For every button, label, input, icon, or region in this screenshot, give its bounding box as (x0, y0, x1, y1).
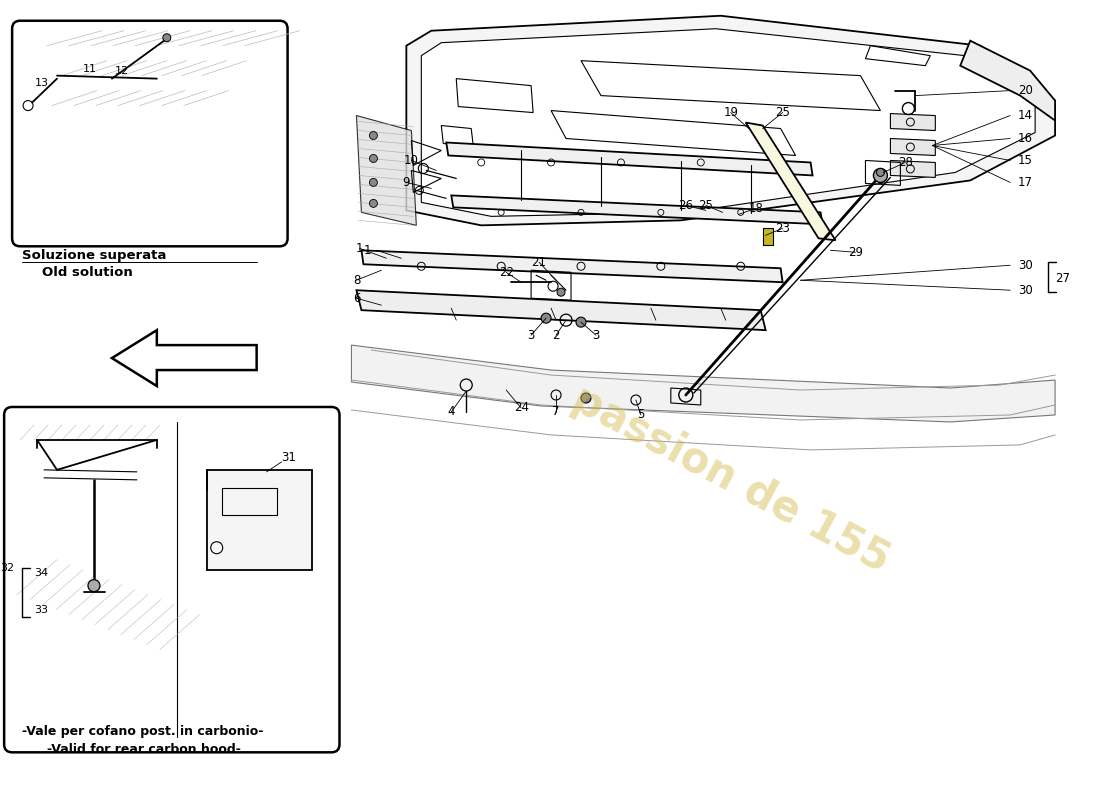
Polygon shape (406, 16, 1055, 226)
Text: 9: 9 (403, 176, 410, 189)
Circle shape (370, 178, 377, 186)
Polygon shape (451, 195, 823, 224)
Circle shape (541, 313, 551, 323)
Polygon shape (356, 290, 766, 330)
Text: Soluzione superata: Soluzione superata (22, 249, 166, 262)
Polygon shape (421, 29, 1035, 216)
Text: 20: 20 (1019, 84, 1033, 97)
Text: 27: 27 (1055, 272, 1070, 285)
Circle shape (576, 317, 586, 327)
Text: 23: 23 (776, 222, 790, 235)
Text: passion de 155: passion de 155 (564, 378, 896, 582)
Text: 3: 3 (592, 329, 600, 342)
Text: 33: 33 (34, 605, 48, 614)
FancyBboxPatch shape (4, 407, 340, 752)
FancyBboxPatch shape (12, 21, 287, 246)
Text: 5: 5 (637, 409, 645, 422)
Text: 17: 17 (1019, 176, 1033, 189)
Circle shape (370, 131, 377, 139)
Polygon shape (762, 228, 772, 246)
Polygon shape (890, 161, 935, 178)
Circle shape (163, 34, 170, 42)
Circle shape (873, 169, 888, 182)
Text: 13: 13 (35, 78, 50, 88)
Text: 18: 18 (748, 202, 763, 215)
Polygon shape (890, 114, 935, 130)
Text: 14: 14 (1019, 109, 1033, 122)
Circle shape (370, 199, 377, 207)
Text: 16: 16 (1019, 132, 1033, 145)
Text: 28: 28 (898, 156, 913, 169)
Text: 4: 4 (448, 406, 455, 418)
Text: 1: 1 (363, 244, 371, 257)
Text: -Vale per cofano post. in carbonio-: -Vale per cofano post. in carbonio- (22, 725, 264, 738)
Polygon shape (362, 250, 782, 282)
Text: 30: 30 (1019, 284, 1033, 297)
Text: 32: 32 (0, 562, 14, 573)
Text: -Valid for rear carbon hood-: -Valid for rear carbon hood- (47, 743, 241, 756)
Text: 7: 7 (552, 406, 560, 418)
Text: 1: 1 (355, 242, 363, 254)
Text: 22: 22 (498, 266, 514, 278)
Text: 24: 24 (514, 402, 529, 414)
Polygon shape (890, 138, 935, 155)
Polygon shape (746, 122, 836, 240)
Circle shape (581, 393, 591, 403)
Text: 6: 6 (353, 292, 360, 305)
Text: 12: 12 (114, 66, 129, 76)
Text: Old solution: Old solution (42, 266, 133, 278)
Text: 29: 29 (848, 246, 864, 258)
Text: 10: 10 (404, 154, 419, 167)
Text: 34: 34 (34, 568, 48, 578)
Text: 15: 15 (1019, 154, 1033, 167)
Polygon shape (112, 330, 256, 386)
Text: 25: 25 (776, 106, 790, 119)
Circle shape (557, 288, 565, 296)
Polygon shape (356, 115, 416, 226)
Polygon shape (960, 41, 1055, 121)
Text: 30: 30 (1019, 258, 1033, 272)
Polygon shape (352, 345, 1055, 422)
Text: 31: 31 (282, 451, 297, 464)
Circle shape (370, 154, 377, 162)
Text: 26: 26 (679, 199, 693, 212)
Text: 21: 21 (531, 256, 547, 269)
Polygon shape (207, 470, 311, 570)
Text: 11: 11 (82, 64, 97, 74)
Circle shape (877, 169, 884, 177)
Polygon shape (447, 142, 813, 175)
Circle shape (88, 580, 100, 592)
Text: 8: 8 (353, 274, 360, 286)
Text: 25: 25 (698, 199, 713, 212)
Text: 3: 3 (527, 329, 535, 342)
Text: 19: 19 (723, 106, 738, 119)
Text: 2: 2 (552, 329, 560, 342)
